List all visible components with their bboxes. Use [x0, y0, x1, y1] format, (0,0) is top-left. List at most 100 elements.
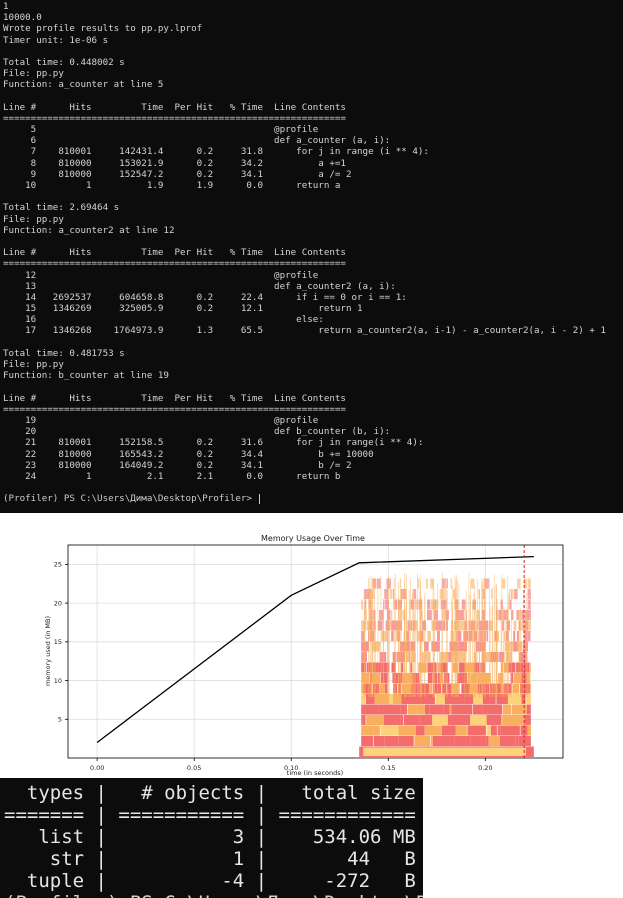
flame-frame	[442, 578, 446, 589]
flame-frame	[361, 725, 374, 736]
flame-frame	[458, 641, 468, 652]
flame-frame	[482, 620, 485, 631]
terminal-line: 24 1 2.1 2.1 0.0 return b	[3, 470, 341, 482]
flame-frame	[439, 683, 441, 694]
flame-frame	[506, 652, 513, 663]
flame-frame	[446, 578, 448, 589]
flame-frame	[361, 652, 363, 663]
flame-frame	[361, 694, 366, 705]
flame-frame	[394, 599, 398, 610]
flame-frame	[381, 662, 390, 673]
flame-frame	[417, 704, 425, 715]
flame-frame	[394, 620, 398, 631]
y-tick-label: 20	[54, 599, 62, 607]
terminal-line	[3, 482, 606, 493]
flame-frame	[365, 694, 375, 705]
flame-frame	[512, 683, 520, 694]
flame-frame	[431, 641, 440, 652]
flame-frame	[361, 599, 363, 610]
flame-frame	[401, 589, 403, 600]
flame-frame	[515, 736, 519, 747]
flame-frame	[503, 610, 507, 621]
flame-frame	[497, 725, 501, 736]
flame-frame	[427, 610, 431, 621]
flame-frame	[508, 589, 511, 600]
flame-frame	[482, 683, 488, 694]
flame-frame	[391, 631, 394, 642]
flame-frame	[380, 673, 389, 684]
flame-frame	[478, 589, 480, 600]
flame-frame	[415, 599, 418, 610]
memory-line	[96, 545, 534, 758]
flame-frame	[528, 631, 531, 642]
flame-frame	[361, 683, 364, 694]
flame-frame	[522, 683, 529, 694]
flame-frame	[420, 694, 435, 705]
terminal-line	[3, 46, 606, 57]
flame-frame	[362, 631, 365, 642]
terminal-line: File: pp.py	[3, 213, 64, 225]
table-row: str | 1 | 44 B	[4, 848, 416, 870]
flame-frame	[497, 631, 500, 642]
y-tick-label: 25	[54, 561, 62, 569]
flame-frame	[409, 652, 411, 663]
flame-frame	[430, 610, 432, 621]
flame-frame	[509, 599, 512, 610]
flame-frame	[528, 599, 531, 610]
table-header: types | # objects | total size	[4, 782, 416, 804]
flame-frame	[483, 652, 490, 663]
terminal-line: Function: a_counter at line 5	[3, 79, 164, 91]
flame-frame	[527, 725, 531, 736]
terminal-line: 17 1346268 1764973.9 1.3 65.5 return a_c…	[3, 325, 606, 337]
flame-frame	[389, 694, 394, 705]
flame-frame	[464, 694, 474, 705]
terminal-line: 8 810000 153021.9 0.2 34.2 a +=1	[3, 157, 346, 169]
terminal-line: 13 def a_counter2 (a, i):	[3, 280, 396, 292]
terminal-line: 10000.0	[3, 12, 42, 24]
flame-frame	[517, 578, 521, 589]
terminal-line: Function: b_counter at line 19	[3, 370, 169, 382]
flame-frame	[461, 683, 470, 694]
flame-frame	[499, 673, 503, 684]
flame-frame	[510, 673, 514, 684]
flame-frame	[450, 578, 453, 589]
terminal-line: 1	[3, 1, 9, 12]
flame-frame	[424, 725, 442, 736]
objects-summary-terminal[interactable]: types | # objects | total size ======= | …	[0, 778, 423, 898]
flame-frame	[389, 589, 393, 600]
flame-frame	[442, 620, 446, 631]
flame-frame	[424, 652, 431, 663]
flame-frame	[457, 673, 463, 684]
profiler-terminal[interactable]: 1 10000.0 Wrote profile results to pp.py.l…	[0, 0, 623, 513]
flame-frame	[400, 704, 406, 715]
flame-frame	[379, 652, 387, 663]
flame-frame	[449, 641, 459, 652]
flame-frame	[407, 620, 410, 631]
flame-frame	[440, 662, 448, 673]
terminal-line: File: pp.py	[3, 68, 64, 80]
flame-frame	[525, 610, 527, 621]
terminal-line	[3, 337, 606, 348]
flame-frame	[425, 578, 428, 589]
terminal-line: ========================================…	[3, 403, 346, 415]
flame-frame	[441, 683, 447, 694]
flame-frame	[398, 610, 400, 621]
flame-frame	[393, 694, 402, 705]
flame-frame	[376, 578, 381, 589]
flame-frame	[474, 631, 478, 642]
flame-frame	[504, 631, 506, 642]
flame-frame	[473, 662, 480, 673]
blank-area	[423, 778, 623, 898]
terminal-line: 10 1 1.9 1.9 0.0 return a	[3, 180, 341, 191]
flame-frame	[418, 662, 427, 673]
flame-frame	[460, 620, 463, 631]
table-separator: ======= | =========== | ============	[4, 804, 416, 826]
flame-frame	[517, 641, 523, 652]
flame-frame	[506, 620, 511, 631]
flame-frame	[433, 673, 438, 684]
terminal-line: 7 810001 142431.4 0.2 31.8 for j in rang…	[3, 146, 429, 158]
flame-frame	[373, 641, 381, 652]
flame-frame	[455, 725, 467, 736]
terminal-line: 23 810000 164049.2 0.2 34.1 b /= 2	[3, 459, 352, 471]
flame-frame	[511, 589, 514, 600]
